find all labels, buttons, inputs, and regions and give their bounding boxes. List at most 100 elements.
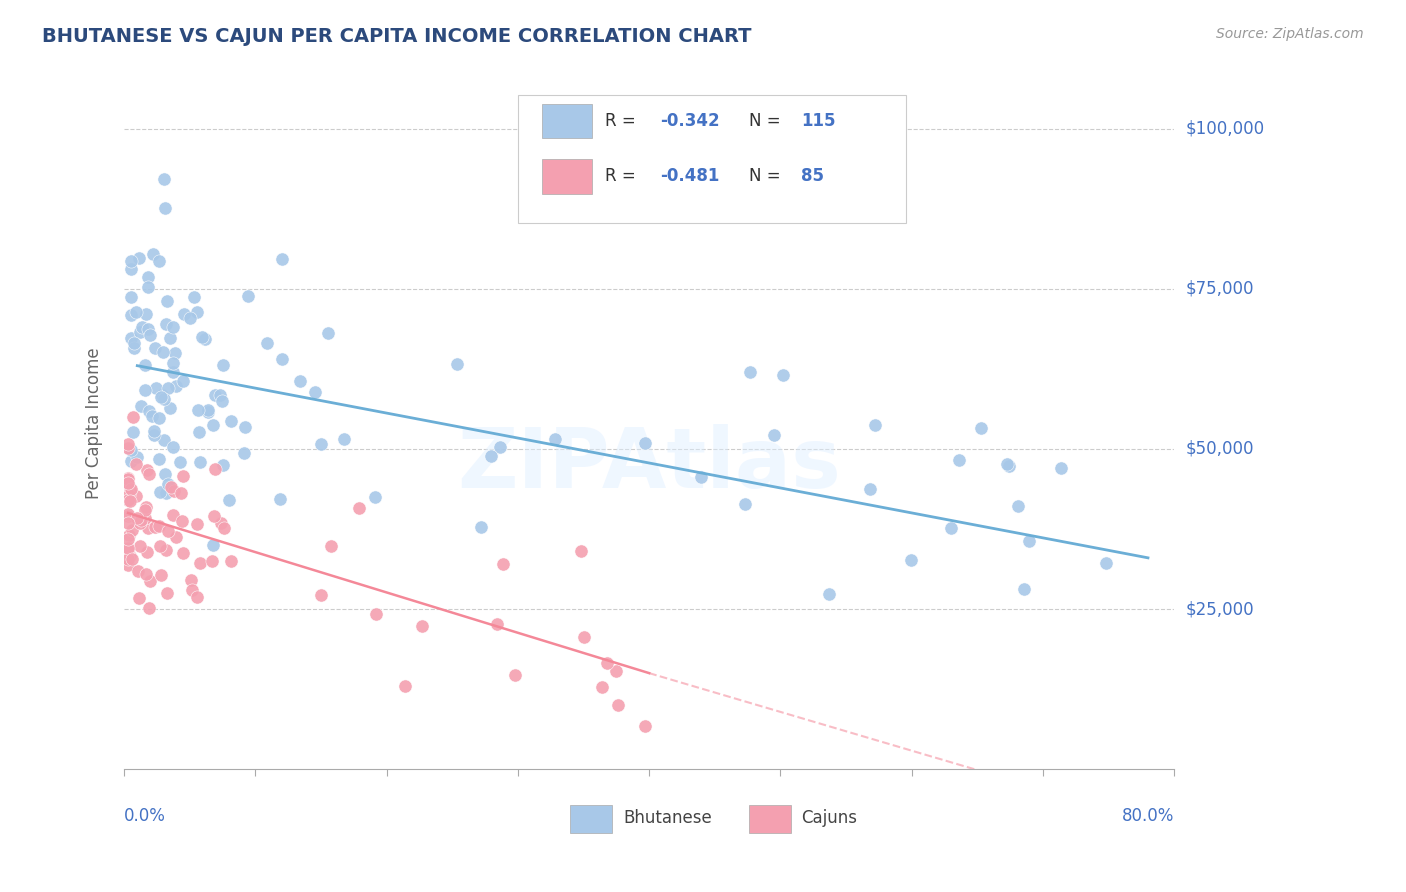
Point [187,425,209,440]
Point [159,331,181,345]
Point [605,664,627,678]
Point [134,358,156,372]
Point [148,411,170,425]
Point [153,201,176,215]
Point [125,489,148,503]
Point [135,307,157,321]
Point [120,453,142,467]
Point [209,388,232,402]
Point [948,452,970,467]
Point [995,457,1018,471]
Point [162,365,184,379]
Point [118,528,141,542]
Point [156,294,179,309]
Point [135,566,157,581]
Point [219,414,242,428]
Y-axis label: Per Capita Income: Per Capita Income [86,348,103,500]
Point [128,325,150,339]
Point [155,485,177,500]
Point [170,486,193,500]
Point [349,500,371,515]
Point [187,403,209,417]
Point [122,336,145,351]
Point [772,368,794,383]
Point [125,510,148,524]
Point [489,440,512,454]
Point [159,401,181,416]
Point [486,616,509,631]
Point [269,492,291,507]
Point [734,497,756,511]
Point [163,346,186,360]
Point [136,280,159,294]
Point [211,394,233,409]
Point [117,442,139,456]
Point [172,469,194,483]
Bar [543,103,592,138]
Point [201,417,224,432]
Point [201,554,224,568]
Point [232,446,254,460]
Point [117,476,139,491]
Point [125,457,148,471]
Point [970,421,993,435]
Point [155,542,177,557]
Point [138,270,160,285]
Point [138,467,160,482]
Point [117,437,139,451]
Bar [749,805,792,833]
Point [689,470,711,484]
Point [763,428,786,442]
Point [156,477,179,491]
Text: -0.342: -0.342 [659,112,720,130]
Point [131,320,153,334]
Point [319,539,342,553]
Point [162,483,184,498]
Point [156,586,179,600]
Point [204,388,226,402]
Point [591,680,613,694]
Point [236,289,259,303]
Point [139,328,162,343]
Point [142,247,165,261]
Point [150,388,173,402]
Point [117,516,139,530]
Point [138,521,160,535]
Point [122,425,145,439]
Text: 115: 115 [801,112,837,130]
Point [121,524,143,538]
Point [145,381,167,395]
Point [863,417,886,432]
Point [162,320,184,334]
Point [634,436,657,450]
Point [134,383,156,397]
Point [165,530,187,544]
Text: $75,000: $75,000 [1185,280,1254,298]
Point [120,290,142,304]
Text: -0.481: -0.481 [659,168,718,186]
Point [122,409,145,424]
Point [160,480,183,494]
Point [120,442,142,457]
Point [117,509,139,524]
Point [162,508,184,523]
Text: BHUTANESE VS CAJUN PER CAPITA INCOME CORRELATION CHART: BHUTANESE VS CAJUN PER CAPITA INCOME COR… [42,27,752,45]
Point [117,507,139,521]
Point [118,491,141,505]
Point [270,352,292,367]
Point [148,519,170,533]
Point [157,524,180,538]
Point [172,374,194,388]
Point [169,455,191,469]
Point [135,500,157,514]
Point [219,554,242,568]
Point [120,253,142,268]
Text: $25,000: $25,000 [1185,600,1254,618]
Point [155,317,177,331]
Point [148,253,170,268]
Point [134,503,156,517]
Point [152,172,174,186]
Text: ZIPAtlas: ZIPAtlas [457,425,841,506]
Point [125,305,148,319]
Point [309,589,332,603]
